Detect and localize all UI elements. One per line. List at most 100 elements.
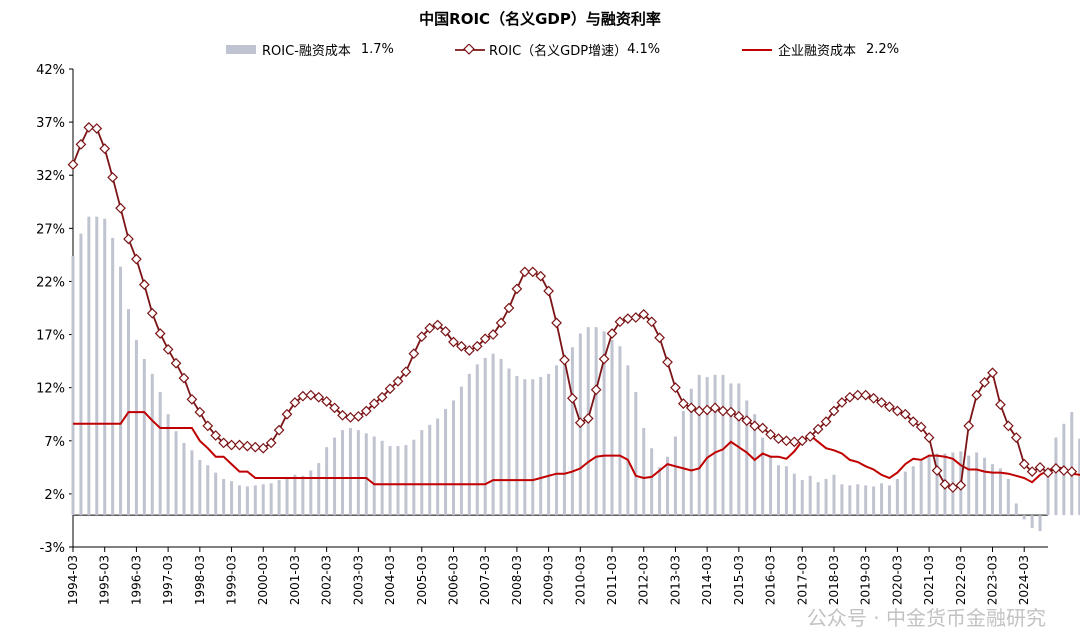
- roic-point: [1050, 463, 1062, 474]
- roic-point: [479, 333, 491, 345]
- roic-point: [630, 312, 642, 323]
- spread-bar: [856, 484, 860, 516]
- spread-bar: [341, 430, 345, 516]
- roic-point: [677, 398, 689, 409]
- roic-point: [828, 405, 840, 417]
- roic-point: [551, 317, 562, 329]
- spread-bar: [848, 485, 852, 516]
- watermark: 公众号 · 中金货币金融研究: [806, 606, 1046, 630]
- spread-bar: [1038, 515, 1042, 532]
- roic-point: [265, 437, 277, 449]
- roic-point: [907, 416, 919, 428]
- roic-point: [456, 340, 467, 352]
- roic-point: [820, 416, 832, 428]
- roic-point: [131, 253, 142, 265]
- spread-bar: [523, 379, 527, 516]
- roic-point: [559, 354, 570, 366]
- spread-bar: [356, 430, 360, 516]
- x-tick-label: 2019-03: [859, 555, 873, 605]
- spread-bar: [991, 464, 995, 516]
- legend-label-cost: 企业融资成本: [778, 44, 857, 59]
- roic-point: [765, 429, 776, 440]
- spread-bar: [372, 436, 376, 516]
- y-tick-label: -3%: [40, 541, 65, 556]
- roic-point: [567, 392, 578, 404]
- roic-point: [202, 420, 214, 432]
- roic-point: [234, 439, 245, 451]
- x-tick-label: 2024-03: [1017, 555, 1031, 605]
- spread-bar: [309, 470, 313, 516]
- legend-item-cost: 企业融资成本 2.2%: [742, 40, 899, 59]
- spread-bar: [1054, 437, 1058, 516]
- roic-point: [812, 423, 824, 435]
- roic-point: [384, 383, 396, 395]
- spread-bar: [95, 216, 99, 516]
- x-tick-label: 2000-03: [256, 555, 270, 605]
- spread-bar: [134, 339, 138, 516]
- x-tick-label: 2013-03: [668, 555, 682, 605]
- x-tick-label: 2014-03: [700, 555, 714, 605]
- x-tick-label: 1996-03: [129, 555, 143, 605]
- x-tick-label: 1999-03: [225, 555, 239, 605]
- y-tick-label: 42%: [36, 63, 65, 78]
- spread-bar: [158, 391, 162, 516]
- spread-bar: [562, 354, 566, 516]
- legend-swatch-cost: [742, 48, 772, 51]
- roic-point: [99, 143, 111, 155]
- roic-point: [931, 465, 943, 476]
- roic-point: [638, 308, 650, 320]
- spread-bar: [689, 388, 693, 516]
- spread-bar: [174, 431, 178, 516]
- spread-bar: [895, 479, 899, 516]
- roic-point: [1034, 461, 1046, 473]
- spread-bar: [539, 377, 543, 516]
- x-tick-label: 2022-03: [954, 555, 968, 605]
- spread-bar: [166, 414, 170, 516]
- spread-bar: [911, 466, 915, 516]
- legend-value-spread: 1.7%: [360, 42, 394, 57]
- roic-point: [963, 420, 975, 432]
- legend-value-cost: 2.2%: [866, 42, 900, 57]
- roic-point: [416, 331, 428, 343]
- roic-point: [83, 122, 95, 133]
- spread-bar: [380, 440, 384, 516]
- y-tick-label: 37%: [36, 116, 65, 131]
- spread-bar: [753, 414, 757, 516]
- spread-bar: [555, 365, 559, 516]
- spread-bar: [142, 358, 146, 516]
- spread-bar: [317, 463, 321, 516]
- x-tick-label: 2001-03: [288, 555, 302, 605]
- x-tick-label: 2020-03: [890, 555, 904, 605]
- x-tick-label: 2011-03: [605, 555, 619, 605]
- spread-bar: [103, 218, 107, 516]
- x-tick-label: 1995-03: [98, 555, 112, 605]
- spread-bar: [626, 365, 630, 516]
- spread-bar: [277, 480, 281, 516]
- spread-bar: [824, 479, 828, 516]
- roic-point: [939, 478, 951, 490]
- spread-bar: [428, 424, 432, 516]
- x-tick-label: 1997-03: [161, 555, 175, 605]
- spread-bar: [998, 468, 1002, 516]
- roic-point: [408, 348, 420, 360]
- roic-point: [670, 382, 681, 394]
- legend-swatch-roic: [455, 43, 485, 55]
- roic-point: [352, 410, 364, 422]
- spread-bar: [182, 442, 186, 516]
- roic-point: [527, 266, 539, 278]
- roic-point: [733, 410, 745, 422]
- y-tick-label: 17%: [36, 329, 65, 344]
- roic-point: [289, 397, 301, 408]
- roic-point: [242, 440, 253, 452]
- roic-point: [860, 389, 872, 401]
- roic-point: [186, 393, 198, 405]
- spread-bar: [800, 480, 804, 516]
- roic-point: [360, 405, 372, 417]
- roic-point: [257, 442, 269, 454]
- x-tick-label: 1998-03: [193, 555, 207, 605]
- legend-label-spread: ROIC-融资成本: [262, 44, 351, 59]
- spread-bar: [459, 386, 463, 516]
- spread-bar: [1070, 412, 1074, 516]
- roic-point: [598, 353, 610, 365]
- x-tick-label: 2004-03: [383, 555, 397, 605]
